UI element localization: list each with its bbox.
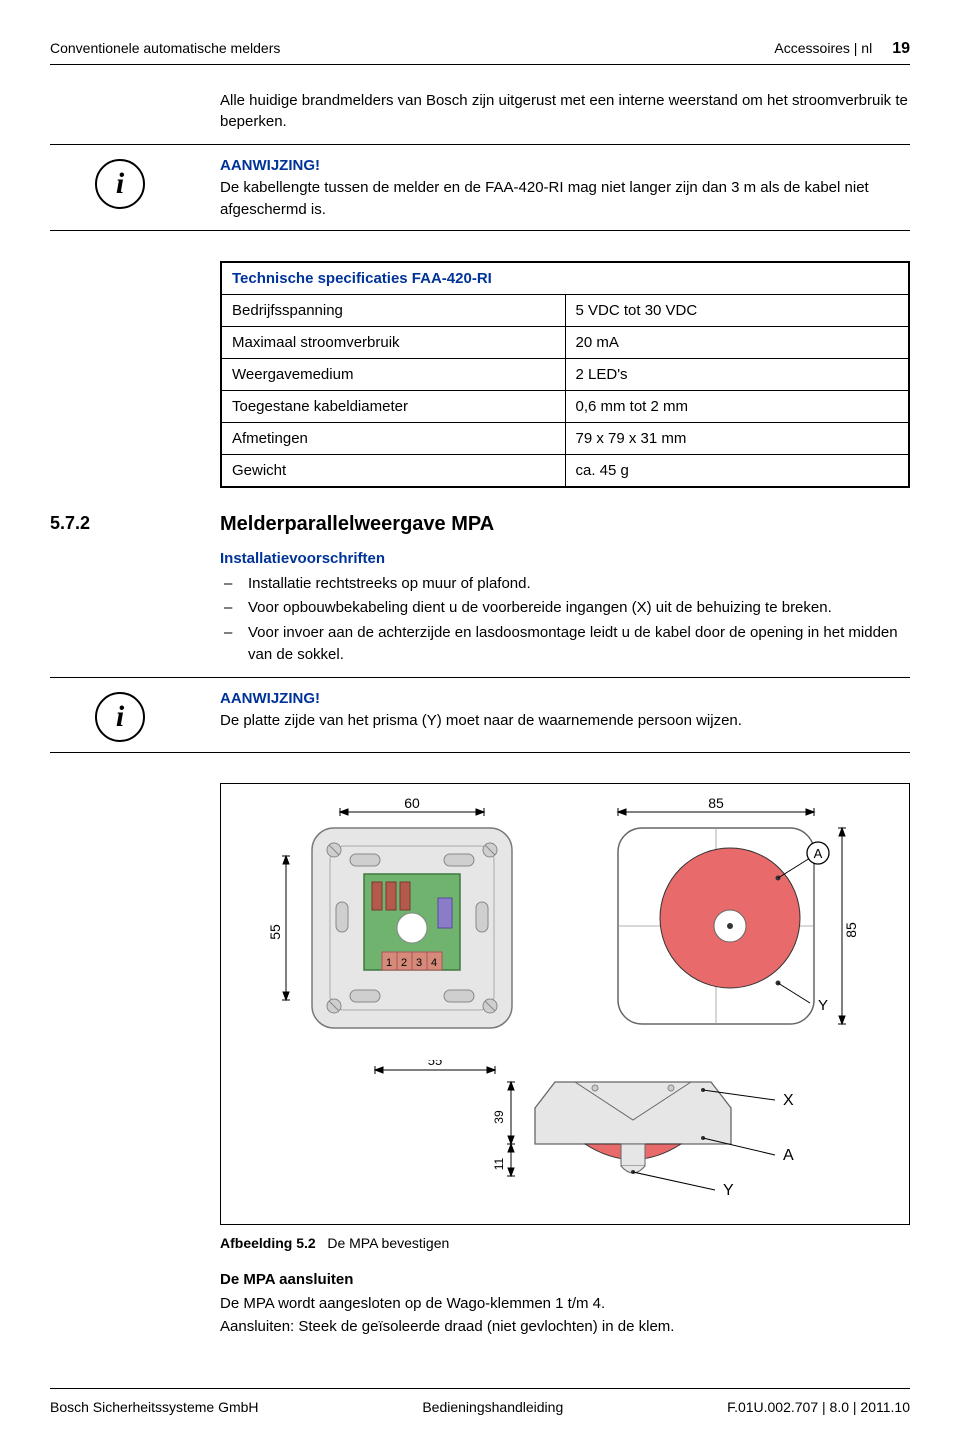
- table-row: Weergavemedium 2 LED's: [221, 359, 909, 391]
- list-item: Installatie rechtstreeks op muur of plaf…: [220, 573, 910, 596]
- spec-value: 2 LED's: [565, 359, 909, 391]
- terminal-label: 1: [386, 957, 392, 969]
- table-row: Gewicht ca. 45 g: [221, 455, 909, 488]
- caption-bold: Afbeelding 5.2: [220, 1235, 316, 1251]
- dim-h1: 39: [492, 1110, 506, 1124]
- spec-value: 5 VDC tot 30 VDC: [565, 295, 909, 327]
- info-icon: i: [95, 692, 145, 742]
- spec-label: Bedrijfsspanning: [221, 295, 565, 327]
- caption-text: De MPA bevestigen: [327, 1235, 449, 1251]
- label-a: A: [814, 846, 823, 861]
- notice1-body: De kabellengte tussen de melder en de FA…: [220, 177, 910, 221]
- spec-table-title: Technische specificaties FAA-420-RI: [221, 262, 909, 295]
- table-row: Bedrijfsspanning 5 VDC tot 30 VDC: [221, 295, 909, 327]
- notice1-title: AANWIJZING!: [220, 155, 910, 177]
- terminal-label: 4: [431, 957, 437, 969]
- section-title: Melderparallelweergave MPA: [220, 513, 910, 536]
- label-x: X: [783, 1092, 794, 1109]
- spec-value: ca. 45 g: [565, 455, 909, 488]
- spec-label: Gewicht: [221, 455, 565, 488]
- spec-table: Technische specificaties FAA-420-RI Bedr…: [220, 261, 910, 488]
- connect-line1: De MPA wordt aangesloten op de Wago-klem…: [220, 1293, 910, 1316]
- dim-top: 60: [404, 798, 420, 811]
- figure-caption: Afbeelding 5.2 De MPA bevestigen: [220, 1235, 910, 1251]
- list-item: Voor invoer aan de achterzijde en lasdoo…: [220, 622, 910, 667]
- dim-h2: 11: [492, 1157, 506, 1170]
- connect-heading: De MPA aansluiten: [220, 1269, 910, 1292]
- label-a: A: [783, 1147, 794, 1164]
- install-list: Installatie rechtstreeks op muur of plaf…: [220, 573, 910, 667]
- spec-label: Weergavemedium: [221, 359, 565, 391]
- dim-right: 85: [843, 922, 859, 938]
- diagram-top-left: 60 55: [252, 798, 532, 1038]
- diagram-frame: 60 55: [220, 783, 910, 1225]
- info-icon: i: [95, 159, 145, 209]
- spec-value: 20 mA: [565, 327, 909, 359]
- dim-top: 85: [709, 798, 725, 811]
- section-header: 5.7.2 Melderparallelweergave MPA: [50, 513, 910, 536]
- label-y: Y: [723, 1182, 734, 1199]
- page-number: 19: [892, 40, 910, 58]
- install-heading: Installatievoorschriften: [220, 548, 910, 571]
- label-y: Y: [818, 997, 828, 1014]
- spec-value: 0,6 mm tot 2 mm: [565, 391, 909, 423]
- spec-value: 79 x 79 x 31 mm: [565, 423, 909, 455]
- table-row: Afmetingen 79 x 79 x 31 mm: [221, 423, 909, 455]
- spec-label: Afmetingen: [221, 423, 565, 455]
- terminal-label: 3: [416, 957, 422, 969]
- notice2-title: AANWIJZING!: [220, 688, 910, 710]
- page-header: Conventionele automatische melders Acces…: [50, 40, 910, 65]
- terminal-label: 2: [401, 957, 407, 969]
- table-row: Toegestane kabeldiameter 0,6 mm tot 2 mm: [221, 391, 909, 423]
- intro-paragraph: Alle huidige brandmelders van Bosch zijn…: [220, 90, 910, 132]
- page-footer: Bosch Sicherheitssysteme GmbH Bedienings…: [50, 1388, 910, 1415]
- diagram-bottom: 55: [275, 1060, 855, 1210]
- spec-label: Maximaal stroomverbruik: [221, 327, 565, 359]
- notice-box-1: i AANWIJZING! De kabellengte tussen de m…: [50, 144, 910, 231]
- table-row: Maximaal stroomverbruik 20 mA: [221, 327, 909, 359]
- list-item: Voor opbouwbekabeling dient u de voorber…: [220, 597, 910, 620]
- connect-line2: Aansluiten: Steek de geïsoleerde draad (…: [220, 1316, 910, 1339]
- dim-width: 55: [428, 1060, 442, 1068]
- spec-label: Toegestane kabeldiameter: [221, 391, 565, 423]
- header-left: Conventionele automatische melders: [50, 40, 280, 56]
- diagram-top-right: 85 85: [578, 798, 878, 1038]
- section-number: 5.7.2: [50, 513, 190, 536]
- dim-left: 55: [267, 924, 283, 940]
- header-right-label: Accessoires | nl: [774, 40, 872, 56]
- notice2-body: De platte zijde van het prisma (Y) moet …: [220, 710, 910, 732]
- notice-box-2: i AANWIJZING! De platte zijde van het pr…: [50, 677, 910, 753]
